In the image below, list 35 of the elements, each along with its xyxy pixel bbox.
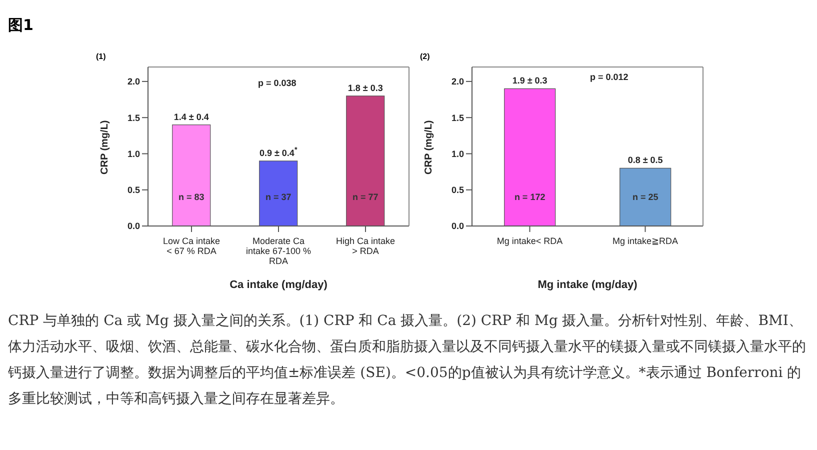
annotation: p = 0.038 (258, 78, 296, 88)
x-axis-title: Ca intake (mg/day) (230, 279, 328, 291)
annotation: n = 77 (352, 192, 378, 202)
annotation: n = 83 (178, 192, 204, 202)
text: CRP 与单独的 Ca 或 Mg 摄入量之间的关系。(1) CRP 和 Ca 摄入量。(2) CRP 和 Mg 摄入量。分析针对性别、年龄、BMI、体力活动水平、吸烟、饮酒、总能量、碳水化合物、蛋白质和脂肪摄入量以及不同钙摄入量水平的镁摄入量或不同镁摄入量水平的钙摄入量进行了调整。数据为调整后的平均值±标准误差 (SE)。<0.05的p值被认为具有统计学意义。*表示通过 Bonferroni 的多重比较测试，中等和高钙摄入量之间存在显著差异。 (8, 312, 807, 409)
y-tick-label: 2.0 (451, 76, 464, 87)
y-axis-title: CRP (mg/L) (424, 120, 435, 174)
caption: 图1 (8, 16, 34, 35)
data-label: 0.9 ± 0.4$^{*}$ (259, 144, 298, 158)
y-tick-label: 1.0 (451, 148, 464, 159)
y-tick-label: 0.5 (127, 185, 140, 196)
data-label: 0.8 ± 0.5 (628, 155, 663, 166)
x-tick-label: High Ca intake > RDA (336, 236, 396, 256)
y-tick-label: 1.5 (127, 112, 140, 123)
chart-subtitle: (1) (96, 52, 106, 61)
y-tick-label: 0.5 (451, 185, 464, 196)
data-label: 1.4 ± 0.4 (174, 112, 209, 122)
y-tick-label: 0.0 (451, 221, 464, 232)
y-tick-label: 2.0 (127, 76, 140, 87)
x-tick-label: Mg intake≧RDA (612, 236, 678, 246)
y-tick-label: 1.0 (127, 148, 140, 159)
x-axis-title: Mg intake (mg/day) (538, 279, 638, 291)
annotation: n = 37 (265, 192, 292, 202)
annotation: n = 25 (632, 192, 658, 202)
chart-subtitle: (2) (420, 52, 430, 61)
y-tick-label: 1.5 (451, 112, 464, 123)
annotation: n = 172 (514, 192, 546, 202)
x-tick-label: Low Ca intake < 67 % RDA (162, 236, 220, 256)
annotation: p = 0.012 (590, 72, 628, 82)
x-tick-label: Mg intake< RDA (496, 236, 563, 246)
x-tick-label: Moderate Ca intake 67-100 % RDA (246, 236, 312, 266)
data-label: 1.9 ± 0.3 (512, 76, 548, 86)
y-tick-label: 0.0 (127, 221, 140, 232)
y-axis-title: CRP (mg/L) (100, 120, 111, 174)
data-label: 1.8 ± 0.3 (348, 82, 383, 93)
